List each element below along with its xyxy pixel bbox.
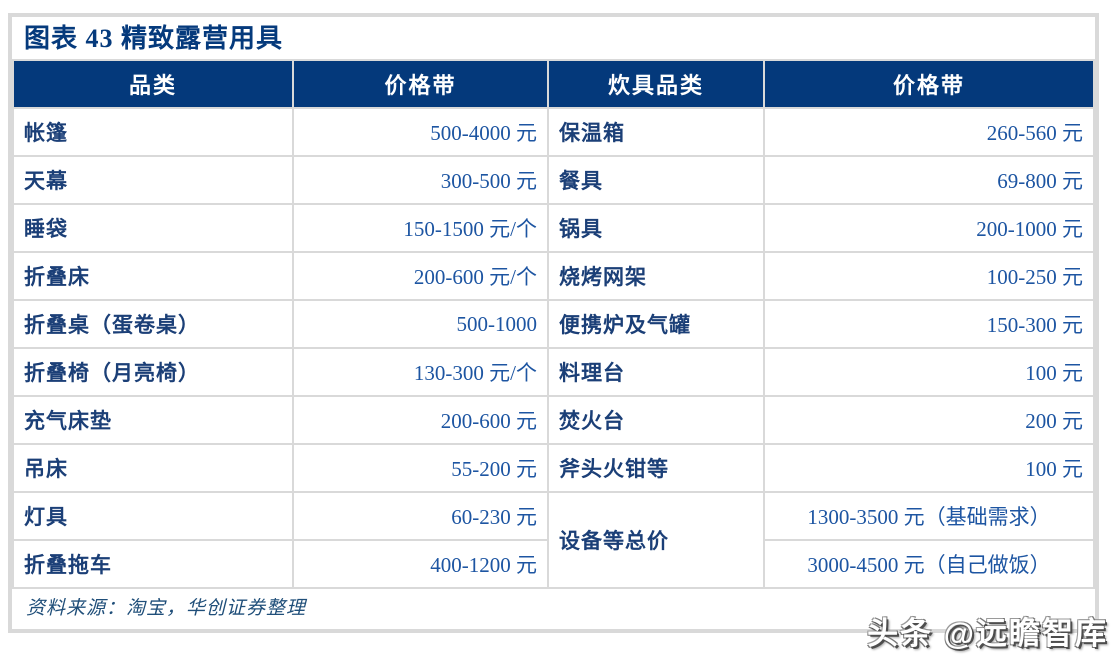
- table-row: 天幕 300-500 元 餐具 69-800 元: [12, 155, 1095, 205]
- category-cell: 充气床垫: [12, 395, 294, 445]
- category-cell: 天幕: [12, 155, 294, 205]
- table-row: 帐篷 500-4000 元 保温箱 260-560 元: [12, 107, 1095, 157]
- price-cell: 200-1000 元: [763, 203, 1095, 253]
- category-cell: 保温箱: [547, 107, 765, 157]
- table-row: 折叠拖车 400-1200 元 3000-4500 元（自己做饭）: [12, 539, 1095, 589]
- price-cell: 100-250 元: [763, 251, 1095, 301]
- table-row: 折叠床 200-600 元/个 烧烤网架 100-250 元: [12, 251, 1095, 301]
- table-row: 折叠桌（蛋卷桌） 500-1000 便携炉及气罐 150-300 元: [12, 299, 1095, 349]
- price-cell: 60-230 元: [292, 491, 549, 541]
- price-cell: 300-500 元: [292, 155, 549, 205]
- table-row: 充气床垫 200-600 元 焚火台 200 元: [12, 395, 1095, 445]
- price-cell: 55-200 元: [292, 443, 549, 493]
- category-cell: 便携炉及气罐: [547, 299, 765, 349]
- category-cell: 折叠床: [12, 251, 294, 301]
- figure-title: 图表 43 精致露营用具: [12, 17, 1095, 61]
- price-cell: 200-600 元: [292, 395, 549, 445]
- column-header-category-left: 品类: [12, 61, 294, 109]
- price-cell: 3000-4500 元（自己做饭）: [763, 539, 1095, 589]
- watermark: 头条 @远瞻智库: [867, 616, 1108, 651]
- category-cell: 折叠椅（月亮椅）: [12, 347, 294, 397]
- column-header-price-right: 价格带: [763, 61, 1095, 109]
- figure-container: 图表 43 精致露营用具 品类 价格带 炊具品类 价格带 帐篷 500-4000…: [8, 13, 1099, 633]
- category-cell: 餐具: [547, 155, 765, 205]
- price-cell: 200-600 元/个: [292, 251, 549, 301]
- category-cell: 焚火台: [547, 395, 765, 445]
- category-cell: 折叠拖车: [12, 539, 294, 589]
- table-row: 灯具 60-230 元 设备等总价 1300-3500 元（基础需求）: [12, 491, 1095, 589]
- price-cell: 130-300 元/个: [292, 347, 549, 397]
- category-cell: 折叠桌（蛋卷桌）: [12, 299, 294, 349]
- price-cell: 200 元: [763, 395, 1095, 445]
- column-header-category-right: 炊具品类: [547, 61, 765, 109]
- price-table: 品类 价格带 炊具品类 价格带 帐篷 500-4000 元 保温箱 260-56…: [12, 61, 1095, 589]
- table-row: 睡袋 150-1500 元/个 锅具 200-1000 元: [12, 203, 1095, 253]
- column-header-price-left: 价格带: [292, 61, 549, 109]
- category-cell: 吊床: [12, 443, 294, 493]
- price-cell: 69-800 元: [763, 155, 1095, 205]
- category-cell: 睡袋: [12, 203, 294, 253]
- price-cell: 150-1500 元/个: [292, 203, 549, 253]
- price-cell: 260-560 元: [763, 107, 1095, 157]
- category-cell: 烧烤网架: [547, 251, 765, 301]
- category-cell: 锅具: [547, 203, 765, 253]
- source-note: 资料来源：淘宝，华创证券整理: [26, 598, 307, 619]
- category-cell: 料理台: [547, 347, 765, 397]
- price-cell: 1300-3500 元（基础需求）: [763, 491, 1095, 541]
- price-cell: 150-300 元: [763, 299, 1095, 349]
- price-cell: 100 元: [763, 443, 1095, 493]
- table-row: 吊床 55-200 元 斧头火钳等 100 元: [12, 443, 1095, 493]
- category-cell: 斧头火钳等: [547, 443, 765, 493]
- price-cell: 100 元: [763, 347, 1095, 397]
- category-cell: 灯具: [12, 491, 294, 541]
- table-row: 折叠椅（月亮椅） 130-300 元/个 料理台 100 元: [12, 347, 1095, 397]
- price-cell: 500-4000 元: [292, 107, 549, 157]
- header-row: 品类 价格带 炊具品类 价格带: [12, 61, 1095, 109]
- category-cell: 帐篷: [12, 107, 294, 157]
- category-cell-merged: 设备等总价: [547, 491, 765, 589]
- price-cell: 400-1200 元: [292, 539, 549, 589]
- price-cell: 500-1000: [292, 299, 549, 349]
